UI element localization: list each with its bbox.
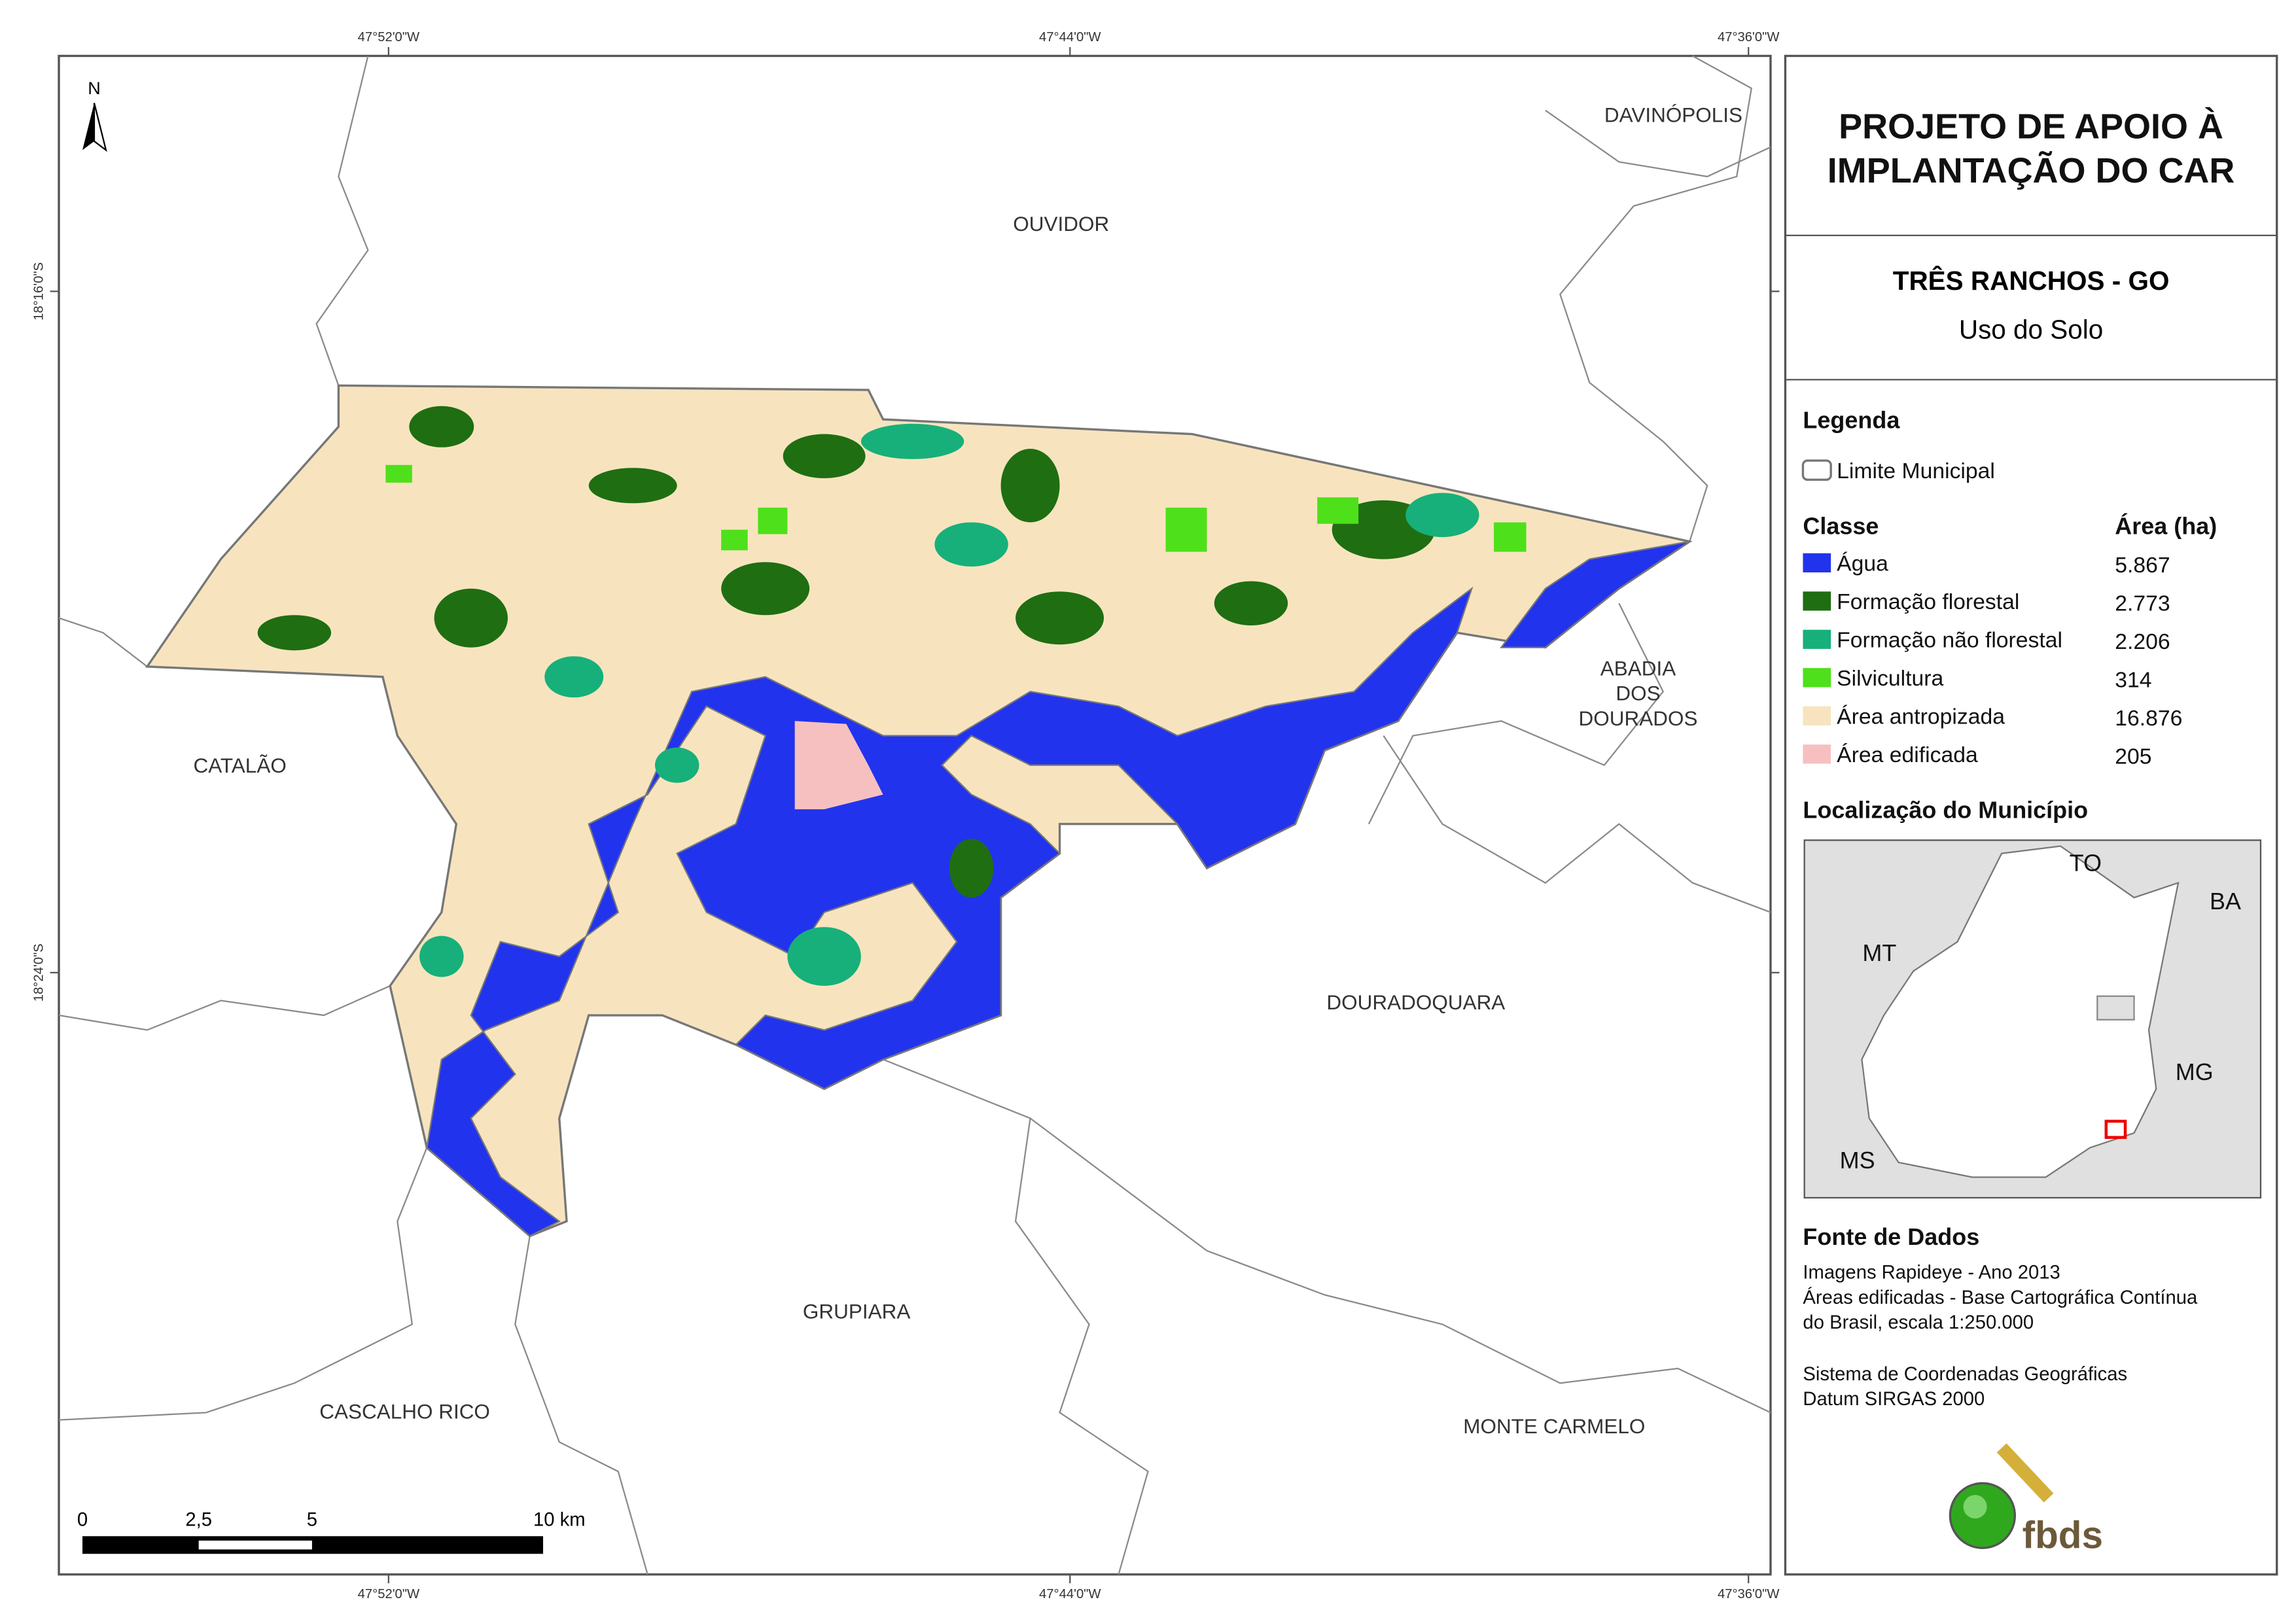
coordinate-label: 18°24'0"S [31, 943, 46, 1002]
federal-district [2096, 995, 2135, 1021]
scale-label: 0 [77, 1510, 88, 1531]
coordinate-label: 47°44'0"W [1039, 1587, 1101, 1601]
municipality-locator [2104, 1119, 2127, 1139]
source-line: Sistema de Coordenadas Geográficas [1803, 1364, 2127, 1385]
legend-area: 2.773 [2115, 591, 2170, 616]
state-label: MG [2176, 1058, 2214, 1085]
theme: Uso do Solo [1959, 314, 2103, 344]
legend-swatch [1803, 591, 1831, 611]
legend-area: 205 [2115, 744, 2151, 769]
scale-label: 10 km [533, 1510, 586, 1531]
neighbour-boundaries [58, 55, 1771, 1575]
coordinate-label: 47°52'0"W [358, 1587, 420, 1601]
legend-area: 314 [2115, 667, 2151, 692]
scale-label: 2,5 [185, 1510, 212, 1531]
source-line: do Brasil, escala 1:250.000 [1803, 1312, 2034, 1333]
source-line: Áreas edificadas - Base Cartográfica Con… [1803, 1287, 2198, 1308]
place-name: CASCALHO RICO [319, 1399, 490, 1423]
location-heading: Localização do Município [1803, 797, 2088, 824]
municipality [145, 384, 1693, 1238]
legend-swatch [1803, 744, 1831, 764]
legend-area: 2.206 [2115, 629, 2170, 654]
state-label: TO [2070, 850, 2102, 877]
north-label: N [88, 79, 101, 98]
scale-bar: 0 2,5 5 10 km [77, 1510, 586, 1554]
panel-title: PROJETO DE APOIO À [1839, 107, 2223, 146]
legend-area: 16.876 [2115, 706, 2182, 731]
place-name: ABADIA [1600, 656, 1676, 680]
non-forest-formation [419, 423, 1479, 986]
logo: fbds [1949, 1443, 2103, 1556]
logo-text: fbds [2022, 1514, 2103, 1556]
municipality-name: TRÊS RANCHOS - GO [1893, 266, 2170, 296]
state-label: MS [1840, 1147, 1875, 1174]
panel-title: IMPLANTAÇÃO DO CAR [1828, 151, 2235, 190]
legend-swatch [1803, 668, 1831, 688]
legend-swatch [1803, 629, 1831, 649]
place-name: DOURADOQUARA [1326, 990, 1505, 1014]
place-name: GRUPIARA [803, 1299, 910, 1323]
legend-class: Silvicultura [1837, 666, 1943, 691]
state-label: BA [2210, 888, 2241, 915]
side-panel [1784, 54, 2278, 1576]
legend-class: Formação florestal [1837, 589, 2019, 614]
coordinate-label: 18°16'0"S [31, 262, 46, 321]
scale-label: 5 [307, 1510, 317, 1531]
legend-area: 5.867 [2115, 553, 2170, 578]
place-name: DAVINÓPOLIS [1604, 103, 1742, 127]
water [426, 540, 1690, 1237]
legend-heading: Legenda [1803, 407, 1900, 434]
legend-swatch [1803, 706, 1831, 725]
tick-marks [50, 46, 1780, 1584]
silviculture [385, 464, 1527, 552]
built-area [794, 721, 883, 810]
legend-class: Água [1837, 551, 1888, 576]
coordinate-label: 47°36'0"W [1718, 1587, 1780, 1601]
location-inset: TO BA MT MG MS [1803, 839, 2262, 1199]
place-name: OUVIDOR [1013, 212, 1109, 236]
goias-state [1861, 845, 2180, 1178]
coordinate-label: 47°36'0"W [1718, 30, 1780, 44]
place-name: DOS [1616, 682, 1660, 705]
legend-rows: Água 5.867 Formação florestal 2.773 Formação… [1803, 551, 2182, 769]
class-header: Classe [1803, 513, 1879, 540]
area-header: Área (ha) [2115, 513, 2217, 540]
coordinate-label: 47°44'0"W [1039, 30, 1101, 44]
state-label: MT [1862, 939, 1896, 966]
legend-swatch [1803, 553, 1831, 572]
boundary-swatch [1801, 459, 1832, 481]
source-line: Datum SIRGAS 2000 [1803, 1389, 1985, 1410]
legend-item: Limite Municipal [1837, 459, 1995, 483]
legend-class: Formação não florestal [1837, 628, 2062, 653]
source-line: Imagens Rapideye - Ano 2013 [1803, 1263, 2060, 1283]
coordinate-label: 47°52'0"W [358, 30, 420, 44]
place-name: MONTE CARMELO [1463, 1414, 1645, 1438]
sources-heading: Fonte de Dados [1803, 1223, 1979, 1250]
place-name: DOURADOS [1579, 707, 1698, 730]
legend-class: Área antropizada [1837, 705, 2005, 729]
legend-class: Área edificada [1837, 742, 1978, 767]
place-name: CATALÃO [194, 754, 287, 777]
